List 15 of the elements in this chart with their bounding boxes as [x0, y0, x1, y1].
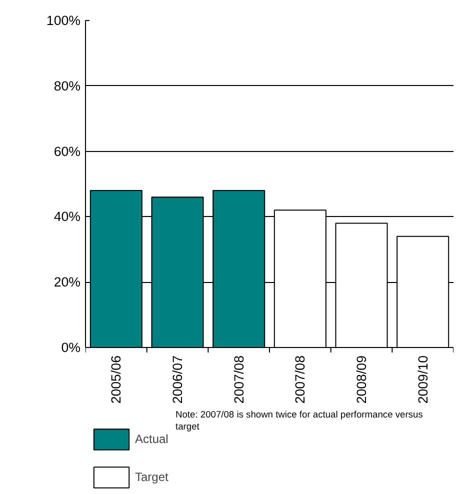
y-tick-label: 60%	[54, 144, 81, 159]
x-tick-label: 2007/08	[292, 355, 308, 404]
legend-label: Actual	[135, 431, 168, 448]
x-tick-label: 2009/10	[415, 355, 430, 404]
x-tick-label: 2005/06	[108, 355, 124, 404]
x-tick-label: 2008/09	[354, 355, 369, 404]
y-tick-label: 20%	[54, 274, 81, 290]
legend-label: Target	[135, 469, 168, 486]
y-tick-label: 80%	[54, 78, 81, 94]
text: Note: 2007/08 is shown twice for actual performance versus target	[176, 410, 424, 432]
x-tick-label: 2006/07	[170, 355, 185, 404]
y-tick-label: 40%	[54, 209, 81, 224]
y-tick-label: 100%	[46, 13, 81, 28]
x-tick-label: 2007/08	[231, 355, 246, 404]
y-tick-label: 0%	[61, 340, 81, 355]
